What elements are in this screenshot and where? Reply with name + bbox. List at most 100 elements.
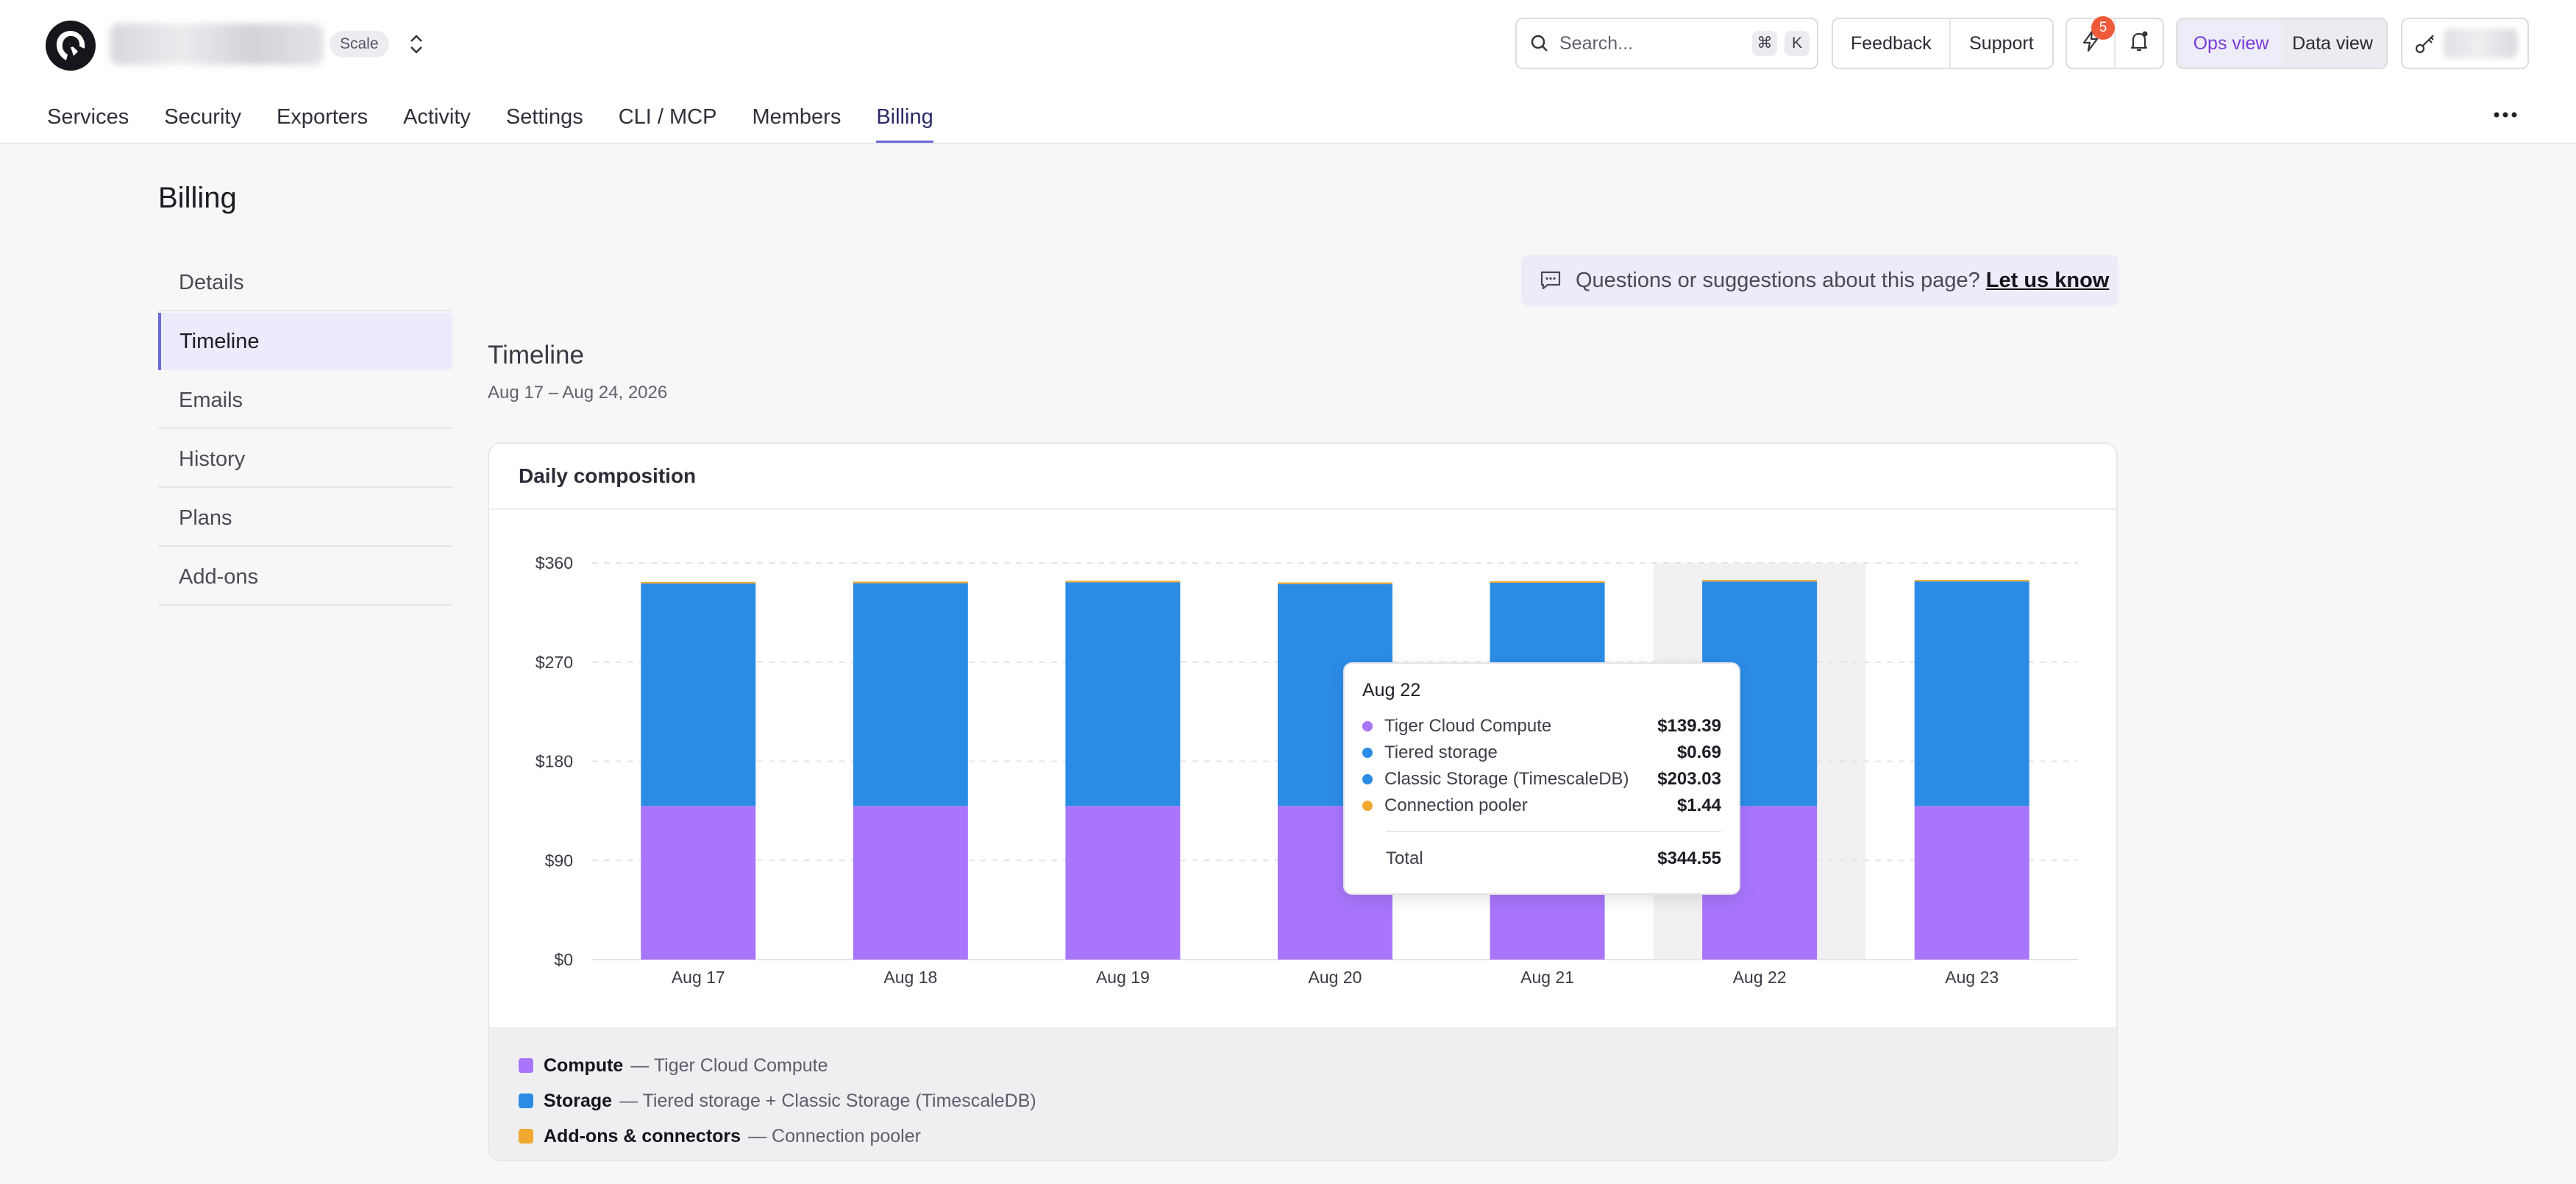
tooltip-title: Aug 22: [1362, 680, 1421, 701]
sidebar-item-plans[interactable]: Plans: [158, 489, 452, 547]
ops-view-toggle[interactable]: Ops view: [2180, 22, 2282, 65]
bar-segment-add-ons-connectors: [1914, 580, 2029, 582]
tab-billing[interactable]: Billing: [876, 96, 933, 143]
bar-segment-storage: [1065, 582, 1181, 807]
tooltip-divider: [1386, 831, 1721, 832]
legend-name: Compute: [544, 1054, 624, 1076]
search-input[interactable]: Search... ⌘ K: [1515, 18, 1818, 69]
shortcut-k-key: K: [1785, 31, 1810, 56]
more-options-icon[interactable]: [2489, 99, 2522, 131]
tooltip-row-value: $139.39: [1657, 716, 1721, 736]
bar-segment-storage: [641, 583, 756, 807]
tab-services[interactable]: Services: [47, 105, 129, 129]
legend-swatch: [519, 1093, 533, 1108]
legend-desc: — Tiered storage + Classic Storage (Time…: [619, 1090, 1036, 1111]
tooltip-row: Tiger Cloud Compute $139.39: [1362, 713, 1721, 740]
y-tick-label: $180: [536, 752, 573, 771]
main-nav: Services Security Exporters Activity Set…: [47, 96, 969, 143]
x-tick-label: Aug 23: [1945, 968, 1999, 987]
legend-name: Storage: [544, 1090, 613, 1111]
sidebar-item-emails[interactable]: Emails: [158, 372, 452, 429]
chat-bubble-icon: [1539, 267, 1565, 294]
let-us-know-link[interactable]: Let us know: [1985, 268, 2110, 292]
legend-swatch: [519, 1058, 533, 1073]
date-range: Aug 17 – Aug 24, 2026: [488, 383, 668, 403]
x-tick-label: Aug 17: [672, 968, 725, 987]
chart-tooltip: Aug 22 Tiger Cloud Compute $139.39 Tiere…: [1343, 662, 1740, 895]
tab-settings[interactable]: Settings: [505, 105, 583, 129]
daily-composition-chart: $0 $90 $180 $270 $360 Aug 17 Aug 18 Aug 19 Aug 2…: [536, 553, 2078, 987]
tooltip-row: Tiered storage $0.69: [1362, 740, 1721, 766]
search-icon: [1530, 32, 1552, 54]
tooltip-total-value: $344.55: [1657, 848, 1721, 868]
legend-name: Add-ons & connectors: [544, 1125, 741, 1146]
chart-legend: Compute — Tiger Cloud Compute Storage — …: [489, 1027, 2116, 1160]
user-menu-button[interactable]: [2401, 18, 2529, 69]
bar-segment-add-ons-connectors: [1490, 581, 1605, 583]
bar-segment-add-ons-connectors: [1702, 580, 1818, 582]
legend-item-storage: Storage — Tiered storage + Classic Stora…: [489, 1083, 2116, 1119]
tab-activity[interactable]: Activity: [403, 105, 471, 129]
sidebar-item-history[interactable]: History: [158, 430, 452, 488]
chevron-updown-icon[interactable]: [403, 28, 430, 60]
x-tick-label: Aug 22: [1733, 968, 1787, 987]
series-dot: [1362, 801, 1373, 811]
key-icon: [2414, 32, 2436, 54]
activity-button[interactable]: [2067, 19, 2114, 68]
legend-desc: — Tiger Cloud Compute: [630, 1054, 828, 1076]
help-button-group: Feedback Support: [1832, 18, 2054, 69]
daily-composition-card: Daily composition $0 $90 $180 $270 $360 Aug 1…: [488, 442, 2118, 1161]
tooltip-row-value: $1.44: [1676, 795, 1721, 815]
organization-name[interactable]: [110, 24, 324, 65]
shortcut-cmd-key: ⌘: [1752, 31, 1777, 56]
series-dot: [1362, 721, 1373, 731]
notifications-button[interactable]: [2114, 19, 2163, 68]
page-title: Billing: [158, 182, 237, 214]
tab-security[interactable]: Security: [164, 105, 241, 129]
bar-segment-storage: [1914, 581, 2029, 807]
series-dot: [1362, 748, 1373, 758]
x-tick-label: Aug 21: [1520, 968, 1574, 987]
tooltip-row-name: Tiger Cloud Compute: [1384, 716, 1552, 736]
tooltip-row: Connection pooler $1.44: [1362, 793, 1721, 819]
y-tick-label: $270: [536, 653, 573, 672]
legend-item-compute: Compute — Tiger Cloud Compute: [489, 1048, 2116, 1083]
tooltip-row: Classic Storage (TimescaleDB) $203.03: [1362, 766, 1721, 793]
sidebar-item-add-ons[interactable]: Add-ons: [158, 548, 452, 606]
legend-item-addons: Add-ons & connectors — Connection pooler: [489, 1119, 2116, 1154]
tab-exporters[interactable]: Exporters: [276, 105, 369, 129]
card-title: Daily composition: [489, 444, 2116, 510]
bar-segment-compute: [641, 806, 756, 960]
sidebar-item-timeline[interactable]: Timeline: [158, 313, 452, 370]
sidebar-item-details[interactable]: Details: [158, 254, 452, 311]
tab-cli-mcp[interactable]: CLI / MCP: [618, 105, 717, 129]
tab-members[interactable]: Members: [752, 105, 842, 129]
section-title: Timeline: [488, 341, 584, 369]
billing-sidebar: Details Timeline Emails History Plans Ad…: [158, 254, 452, 607]
user-name: [2444, 29, 2517, 58]
bar-segment-storage: [853, 583, 968, 807]
data-view-toggle[interactable]: Data view: [2292, 32, 2373, 54]
support-button[interactable]: Support: [1949, 19, 2052, 68]
search-placeholder: Search...: [1559, 32, 1634, 54]
legend-swatch: [519, 1129, 533, 1144]
y-tick-label: $360: [536, 553, 573, 572]
bar-segment-add-ons-connectors: [641, 581, 756, 584]
activity-count-badge: 5: [2091, 16, 2115, 40]
bar-segment-compute: [1914, 806, 2029, 960]
page-feedback-banner: Questions or suggestions about this page…: [1521, 255, 2118, 306]
x-tick-label: Aug 19: [1096, 968, 1150, 987]
series-dot: [1362, 774, 1373, 784]
x-tick-label: Aug 20: [1309, 968, 1362, 987]
tiger-logo-icon[interactable]: [46, 21, 96, 71]
tooltip-row-name: Connection pooler: [1384, 795, 1528, 815]
bar-segment-add-ons-connectors: [1065, 581, 1181, 583]
view-switcher: Ops view Data view: [2176, 18, 2388, 69]
top-bar: Scale Search... ⌘ K Feedback Support 5 O…: [0, 0, 2576, 144]
lightning-icon: [2081, 30, 2100, 57]
tooltip-row-name: Classic Storage (TimescaleDB): [1384, 769, 1629, 789]
tooltip-row-name: Tiered storage: [1384, 742, 1498, 762]
y-tick-label: $0: [554, 950, 573, 969]
feedback-button[interactable]: Feedback: [1851, 32, 1932, 54]
bar-segment-compute: [853, 806, 968, 960]
